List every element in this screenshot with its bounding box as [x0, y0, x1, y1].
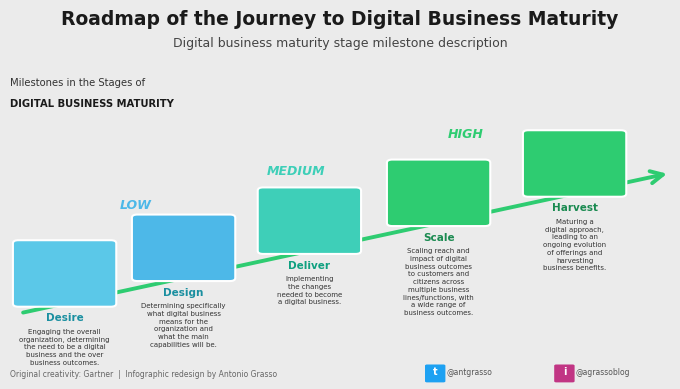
Text: Scaling reach and
impact of digital
business outcomes
to customers and
citizens : Scaling reach and impact of digital busi… [403, 248, 474, 316]
Text: DIGITAL BUSINESS MATURITY: DIGITAL BUSINESS MATURITY [10, 99, 174, 109]
Text: HIGH: HIGH [448, 128, 483, 141]
Text: Design: Design [163, 288, 204, 298]
FancyBboxPatch shape [387, 159, 490, 226]
Text: Desire: Desire [46, 313, 84, 323]
Text: Digital business maturity stage milestone description: Digital business maturity stage mileston… [173, 37, 507, 50]
Text: Scale: Scale [423, 233, 454, 243]
FancyBboxPatch shape [132, 215, 235, 281]
FancyBboxPatch shape [523, 130, 626, 197]
Text: Maturing a
digital approach,
leading to an
ongoing evolution
of offerings and
ha: Maturing a digital approach, leading to … [543, 219, 607, 272]
FancyBboxPatch shape [425, 364, 445, 382]
Text: @antgrasso: @antgrasso [446, 368, 492, 377]
Text: @agrassoblog: @agrassoblog [575, 368, 630, 377]
Text: Engaging the overall
organization, determining
the need to be a digital
business: Engaging the overall organization, deter… [19, 329, 110, 366]
Text: MEDIUM: MEDIUM [267, 165, 325, 178]
Text: LOW: LOW [120, 199, 152, 212]
Text: Deliver: Deliver [288, 261, 330, 270]
Text: i: i [562, 367, 566, 377]
Text: Milestones in the Stages of: Milestones in the Stages of [10, 78, 146, 88]
Text: t: t [433, 367, 437, 377]
FancyBboxPatch shape [13, 240, 116, 307]
Text: Implementing
the changes
needed to become
a digital business.: Implementing the changes needed to becom… [277, 276, 342, 305]
Text: Roadmap of the Journey to Digital Business Maturity: Roadmap of the Journey to Digital Busine… [61, 10, 619, 29]
FancyBboxPatch shape [258, 187, 361, 254]
Text: Harvest: Harvest [551, 203, 598, 213]
FancyBboxPatch shape [554, 364, 575, 382]
Text: Determining specifically
what digital business
means for the
organization and
wh: Determining specifically what digital bu… [141, 303, 226, 348]
Text: Original creativity: Gartner  |  Infographic redesign by Antonio Grasso: Original creativity: Gartner | Infograph… [10, 370, 277, 379]
